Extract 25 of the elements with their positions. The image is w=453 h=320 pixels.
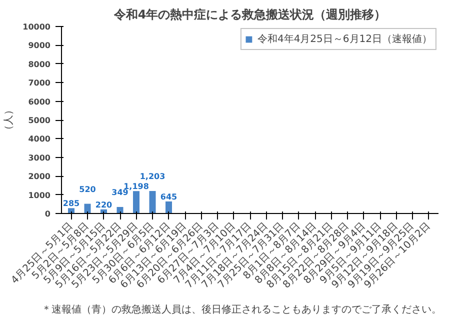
bar	[84, 204, 91, 214]
y-tick-label: 6000	[28, 97, 51, 106]
bar	[149, 191, 156, 214]
legend-label: 令和4年4月25日～6月12日（速報値）	[257, 32, 432, 46]
y-tick-label: 3000	[28, 153, 51, 162]
text: 285	[62, 199, 80, 208]
y-axis-title: （人）	[4, 105, 15, 135]
y-tick-label: 2000	[28, 172, 51, 182]
text: 349	[112, 188, 128, 197]
y-tick-label: 0	[44, 210, 51, 218]
text: 520	[79, 184, 96, 194]
y-tick-label: 7000	[28, 78, 51, 88]
y-tick-label: 5000	[28, 116, 51, 125]
y-tick-label: 1000	[28, 190, 51, 200]
text: 645	[160, 192, 178, 202]
bar	[133, 191, 140, 214]
y-tick-label: 4000	[28, 134, 51, 144]
y-tick-label: 8000	[28, 60, 51, 69]
text: 1,203	[140, 172, 166, 182]
bar	[166, 201, 172, 214]
y-tick-label: 10000	[22, 22, 51, 32]
y-tick-label: 9000	[28, 41, 51, 50]
chart-title: 令和4年の熱中症による救急搬送状況（週別推移）	[112, 8, 386, 22]
text: ＊速報値（青）の救急搬送人員は、後日修正されることもありますのでご了承ください。	[42, 304, 442, 316]
text: 220	[95, 200, 112, 210]
